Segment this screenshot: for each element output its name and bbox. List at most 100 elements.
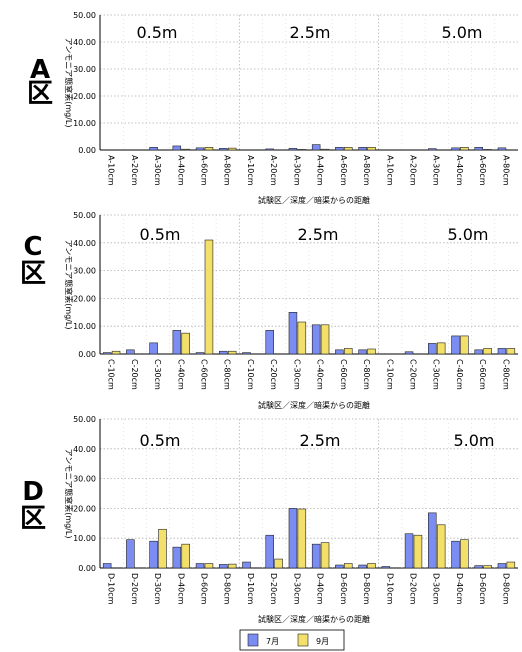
- bar: [111, 350, 121, 355]
- x-tick-label: A-80cm: [223, 155, 232, 186]
- x-axis-label: 試験区／深度／暗渠からの距離: [258, 614, 370, 624]
- y-tick-label: 30.00: [73, 475, 96, 484]
- bar: [172, 330, 182, 355]
- x-tick-label: C-40cm: [176, 359, 185, 390]
- bar: [344, 563, 353, 569]
- bar: [358, 564, 367, 569]
- x-tick-label: D-80cm: [501, 573, 510, 605]
- bar: [149, 342, 158, 355]
- x-tick-label: C-10cm: [385, 359, 394, 390]
- x-tick-label: A-20cm: [269, 155, 278, 186]
- x-tick-label: C-30cm: [432, 359, 441, 390]
- x-tick-label: C-20cm: [269, 359, 278, 390]
- group-label: 5.0m: [441, 23, 482, 42]
- bar: [311, 543, 321, 569]
- x-tick-label: C-80cm: [501, 359, 510, 390]
- bar: [413, 534, 423, 569]
- bar: [497, 563, 507, 569]
- bar: [428, 343, 437, 355]
- bar: [460, 335, 469, 355]
- bar: [335, 564, 344, 569]
- y-tick-label: 20.00: [73, 294, 96, 303]
- x-tick-label: D-60cm: [200, 573, 209, 605]
- group-label: 2.5m: [299, 431, 340, 450]
- bar: [102, 352, 112, 355]
- bar: [320, 324, 330, 355]
- x-tick-label: D-40cm: [176, 573, 185, 605]
- bar: [460, 147, 469, 151]
- bar: [451, 335, 460, 355]
- x-tick-label: D-30cm: [292, 573, 301, 605]
- group-label: 2.5m: [289, 23, 330, 42]
- bar: [102, 563, 112, 569]
- x-tick-label: D-10cm: [385, 573, 394, 605]
- zone-label: 区: [27, 79, 53, 109]
- x-tick-label: A-80cm: [501, 155, 510, 186]
- zone-label: A: [30, 55, 50, 85]
- bar: [436, 524, 446, 569]
- x-tick-label: A-40cm: [316, 155, 325, 186]
- x-tick-label: D-60cm: [478, 573, 487, 605]
- bar: [181, 332, 190, 355]
- y-tick-label: 20.00: [73, 504, 96, 513]
- y-axis-label: アンモニア態窒素(mg/L): [64, 449, 74, 539]
- bar: [227, 563, 237, 569]
- x-tick-label: A-30cm: [292, 155, 301, 186]
- bar: [344, 348, 353, 355]
- bar: [451, 540, 460, 569]
- x-tick-label: C-60cm: [478, 359, 487, 390]
- y-tick-label: 0.00: [78, 350, 96, 359]
- x-tick-label: A-40cm: [455, 155, 464, 186]
- bar: [297, 321, 307, 355]
- bar: [126, 349, 135, 355]
- x-tick-label: D-80cm: [362, 573, 371, 605]
- group-label: 0.5m: [139, 225, 180, 244]
- bar: [483, 149, 492, 151]
- bar: [242, 561, 251, 569]
- bar: [474, 349, 483, 355]
- y-tick-label: 40.00: [73, 38, 96, 47]
- bar: [367, 147, 376, 151]
- bar: [335, 349, 344, 355]
- x-tick-label: D-40cm: [316, 573, 325, 605]
- bar: [204, 147, 214, 151]
- y-tick-label: 10.00: [73, 322, 96, 331]
- x-tick-label: D-20cm: [130, 573, 139, 605]
- y-tick-label: 30.00: [73, 65, 96, 74]
- x-tick-label: D-30cm: [432, 573, 441, 605]
- bar: [227, 147, 237, 151]
- y-tick-label: 50.00: [73, 211, 96, 220]
- bar: [497, 348, 507, 355]
- group-label: 5.0m: [447, 225, 488, 244]
- bar: [219, 350, 228, 355]
- bar: [497, 147, 507, 151]
- bar: [474, 147, 483, 151]
- bar: [335, 147, 344, 151]
- bar: [367, 563, 376, 569]
- x-tick-label: C-80cm: [362, 359, 371, 390]
- bar: [265, 148, 274, 151]
- bar: [219, 564, 228, 569]
- x-axis-label: 試験区／深度／暗渠からの距離: [258, 400, 370, 410]
- y-tick-label: 0.00: [78, 146, 96, 155]
- x-tick-label: C-20cm: [409, 359, 418, 390]
- bar: [428, 512, 437, 569]
- legend-box: [239, 629, 345, 651]
- bar: [436, 342, 446, 355]
- bar: [474, 565, 483, 569]
- x-tick-label: D-40cm: [455, 573, 464, 605]
- bar: [288, 508, 298, 569]
- zone-label: 区: [20, 259, 46, 289]
- x-tick-label: D-10cm: [107, 573, 116, 605]
- bar: [320, 148, 330, 151]
- bar: [204, 563, 214, 569]
- bar: [288, 311, 298, 355]
- zone-label: 区: [20, 504, 46, 534]
- bar: [483, 565, 492, 569]
- bar: [181, 543, 190, 569]
- bar: [149, 540, 158, 569]
- bar: [451, 147, 460, 151]
- x-tick-label: C-40cm: [455, 359, 464, 390]
- bar: [311, 324, 321, 355]
- y-tick-label: 10.00: [73, 534, 96, 543]
